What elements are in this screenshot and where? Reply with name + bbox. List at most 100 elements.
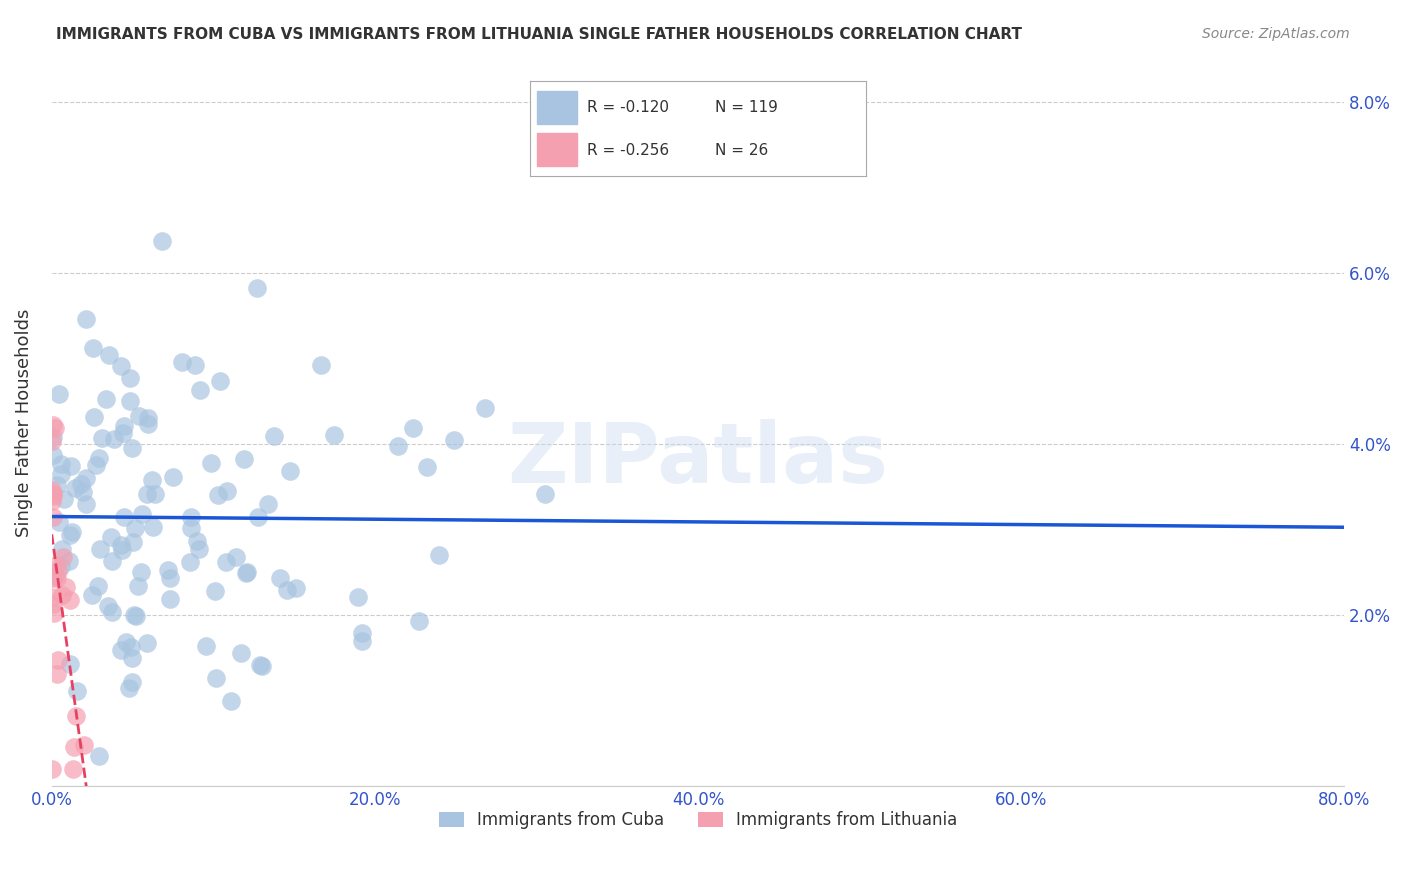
Point — [72, 484, 94, 499]
Point — [87, 579, 110, 593]
Point — [41, 590, 63, 604]
Point — [180, 521, 202, 535]
Point — [443, 434, 465, 448]
Point — [131, 508, 153, 522]
Point — [110, 359, 132, 373]
Point — [59, 528, 82, 542]
Point — [41, 487, 63, 501]
Y-axis label: Single Father Households: Single Father Households — [15, 309, 32, 537]
Point — [117, 681, 139, 695]
Point — [118, 394, 141, 409]
Point — [41, 489, 63, 503]
Point — [51, 541, 73, 556]
Point — [250, 658, 273, 673]
Point — [66, 684, 89, 698]
Point — [350, 634, 373, 648]
Point — [65, 709, 87, 723]
Point — [187, 541, 209, 556]
Point — [215, 555, 238, 569]
Point — [42, 571, 65, 585]
Point — [136, 411, 159, 425]
Point — [183, 358, 205, 372]
Point — [225, 550, 247, 565]
Point — [82, 341, 104, 355]
Text: Source: ZipAtlas.com: Source: ZipAtlas.com — [1202, 27, 1350, 41]
Point — [84, 458, 107, 473]
Point — [150, 234, 173, 248]
Point — [42, 430, 65, 444]
Point — [136, 487, 159, 501]
Point — [82, 588, 104, 602]
Text: ZIPatlas: ZIPatlas — [508, 418, 889, 500]
Point — [46, 564, 69, 578]
Point — [45, 572, 67, 586]
Point — [309, 358, 332, 372]
Point — [89, 451, 111, 466]
Point — [51, 559, 73, 574]
Point — [52, 550, 75, 565]
Point — [83, 410, 105, 425]
Point — [42, 597, 65, 611]
Point — [44, 568, 66, 582]
Point — [41, 493, 63, 508]
Point — [112, 419, 135, 434]
Point — [110, 538, 132, 552]
Point — [115, 635, 138, 649]
Point — [209, 374, 232, 388]
Point — [246, 509, 269, 524]
Point — [236, 566, 259, 580]
Point — [205, 671, 228, 685]
Point — [46, 667, 69, 681]
Point — [188, 383, 211, 397]
Point — [415, 460, 437, 475]
Point — [44, 420, 66, 434]
Point — [269, 571, 291, 585]
Point — [249, 657, 271, 672]
Point — [229, 646, 252, 660]
Point — [124, 607, 146, 622]
Point — [97, 599, 120, 613]
Point — [180, 510, 202, 524]
Point — [408, 614, 430, 628]
Text: IMMIGRANTS FROM CUBA VS IMMIGRANTS FROM LITHUANIA SINGLE FATHER HOUSEHOLDS CORRE: IMMIGRANTS FROM CUBA VS IMMIGRANTS FROM … — [56, 27, 1022, 42]
Point — [402, 421, 425, 435]
Point — [100, 530, 122, 544]
Point — [118, 371, 141, 385]
Point — [45, 558, 67, 573]
Point — [121, 651, 143, 665]
Point — [89, 748, 111, 763]
Point — [110, 642, 132, 657]
Point — [162, 470, 184, 484]
Point — [89, 541, 111, 556]
Point — [59, 657, 82, 671]
Point — [120, 640, 142, 654]
Point — [207, 488, 229, 502]
Point — [136, 417, 159, 431]
Point — [111, 425, 134, 440]
Point — [41, 762, 63, 776]
Point — [128, 409, 150, 424]
Point — [170, 355, 193, 369]
Point — [233, 452, 256, 467]
Point — [49, 467, 72, 481]
Point — [427, 549, 450, 563]
Point — [159, 571, 181, 585]
Point — [159, 591, 181, 606]
Point — [97, 348, 120, 362]
Point — [73, 738, 96, 752]
Point — [75, 311, 97, 326]
Point — [41, 434, 63, 448]
Point — [246, 281, 269, 295]
Point — [257, 497, 280, 511]
Point — [215, 484, 238, 499]
Point — [127, 579, 149, 593]
Point — [219, 694, 242, 708]
Point — [156, 563, 179, 577]
Point — [75, 497, 97, 511]
Point — [124, 609, 146, 624]
Point — [204, 584, 226, 599]
Point — [352, 625, 374, 640]
Point — [141, 473, 163, 487]
Point — [101, 605, 124, 619]
Point — [200, 457, 222, 471]
